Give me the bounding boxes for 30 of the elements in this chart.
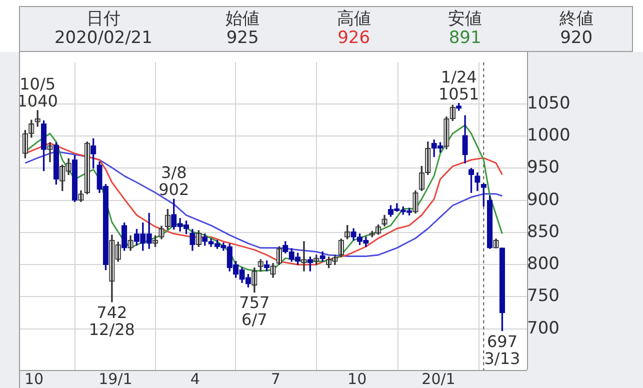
y-tick-label: 850 bbox=[527, 222, 560, 242]
y-tick-label: 900 bbox=[527, 190, 560, 210]
annotation: 10/5 1040 bbox=[17, 74, 58, 110]
text: 始値 bbox=[224, 9, 261, 29]
text: 高値 bbox=[336, 9, 372, 29]
annotation: 1/24 1051 bbox=[438, 67, 480, 104]
annotation: 3/8 902 bbox=[158, 163, 190, 200]
annotation: 697 3/13 bbox=[484, 332, 520, 368]
text: 日付 bbox=[85, 9, 122, 29]
y-tick-label: 1050 bbox=[527, 93, 570, 114]
x-tick-label: 7 bbox=[270, 370, 280, 388]
x-tick-label: 4 bbox=[190, 370, 200, 388]
y-tick-label: 800 bbox=[527, 254, 560, 274]
text: 926 bbox=[336, 28, 372, 48]
x-tick-label: 20/1 bbox=[422, 370, 456, 388]
text: 891 bbox=[448, 28, 482, 48]
text: 終値 bbox=[558, 9, 594, 29]
y-tick-label: 750 bbox=[527, 286, 560, 306]
x-tick-label: 19/1 bbox=[98, 370, 132, 388]
text: 2020/02/21 bbox=[53, 28, 154, 48]
y-tick-label: 1000 bbox=[527, 126, 570, 146]
text: 920 bbox=[559, 28, 594, 48]
x-tick-label: 10 bbox=[348, 370, 367, 388]
annotation: 757 6/7 bbox=[239, 293, 270, 330]
y-tick-label: 950 bbox=[527, 158, 560, 178]
annotation: 742 12/28 bbox=[88, 302, 135, 339]
text: 925 bbox=[225, 28, 260, 48]
text: 安値 bbox=[447, 9, 484, 29]
y-tick-label: 700 bbox=[527, 318, 560, 338]
x-tick-label: 10 bbox=[24, 370, 44, 388]
